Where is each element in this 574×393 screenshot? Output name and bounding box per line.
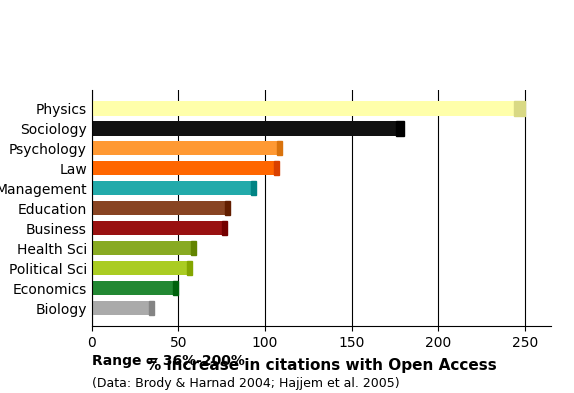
Bar [191,241,196,255]
Bar [92,141,282,156]
Bar [92,101,525,116]
Bar [274,161,279,176]
X-axis label: % increase in citations with Open Access: % increase in citations with Open Access [146,358,497,373]
Bar [396,121,404,136]
Bar [92,181,257,195]
Bar [92,201,231,215]
Bar [514,101,525,116]
Bar [251,181,257,195]
Bar [92,241,196,255]
Text: (Data: Brody & Harnad 2004; Hajjem et al. 2005): (Data: Brody & Harnad 2004; Hajjem et al… [92,377,400,390]
Bar [277,141,282,156]
Bar [92,121,404,136]
Bar [92,161,279,176]
Text: Range = 36%-200%: Range = 36%-200% [92,354,245,368]
Bar [149,301,154,316]
Bar [92,261,192,275]
Bar [92,281,179,296]
Bar [92,221,227,235]
Bar [173,281,179,296]
Bar [187,261,192,275]
Bar [92,301,154,316]
Bar [222,221,227,235]
Bar [225,201,231,215]
